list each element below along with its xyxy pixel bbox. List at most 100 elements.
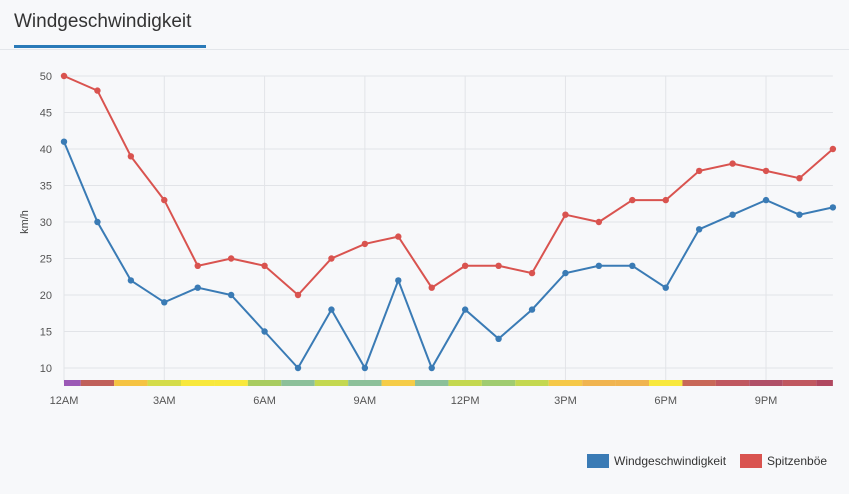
wind-band-segment — [147, 380, 182, 386]
wind-band-segment — [749, 380, 783, 386]
data-point — [127, 153, 135, 160]
x-tick-label: 6PM — [654, 395, 677, 407]
data-point — [762, 196, 770, 204]
wind-band-segment — [64, 380, 81, 386]
y-tick-label: 15 — [40, 327, 52, 339]
data-point — [796, 211, 803, 218]
data-point — [562, 269, 569, 277]
wind-band-segment — [682, 380, 716, 386]
legend-swatch — [740, 454, 762, 468]
data-point — [60, 138, 68, 145]
wind-band-segment — [582, 380, 616, 386]
data-point — [461, 262, 469, 269]
wind-band-segment — [816, 380, 833, 386]
data-point — [194, 262, 201, 269]
legend-item-gust[interactable]: Spitzenböe — [740, 454, 827, 468]
wind-band-segment — [80, 380, 115, 386]
y-axis-label: km/h — [19, 210, 31, 234]
wind-band-segment — [515, 380, 549, 386]
data-point — [662, 196, 669, 204]
data-point — [328, 255, 335, 262]
x-tick-label: 12PM — [451, 395, 480, 407]
y-tick-label: 45 — [40, 108, 52, 120]
page-title: Windgeschwindigkeit — [14, 11, 192, 32]
data-point — [528, 269, 536, 277]
x-tick-label: 9PM — [755, 395, 778, 407]
y-tick-label: 40 — [40, 144, 52, 156]
data-point — [461, 306, 469, 313]
series-line — [63, 141, 834, 371]
x-tick-label: 12AM — [50, 395, 79, 407]
data-point — [161, 299, 168, 306]
wind-band-segment — [381, 380, 416, 386]
y-tick-label: 10 — [40, 363, 52, 375]
y-tick-label: 20 — [40, 290, 52, 302]
wind-band-segment — [615, 380, 650, 386]
data-point — [361, 364, 369, 372]
series-line — [63, 75, 834, 297]
data-point — [94, 218, 101, 226]
data-point — [729, 211, 736, 218]
wind-band-segment — [281, 380, 315, 386]
data-point — [629, 196, 636, 204]
x-tick-label: 9AM — [354, 395, 377, 407]
wind-band-segment — [348, 380, 382, 386]
data-point — [294, 291, 302, 299]
data-point — [395, 277, 402, 284]
wind-band-segment — [415, 380, 449, 386]
data-point — [495, 335, 502, 342]
wind-band-segment — [181, 380, 215, 386]
wind-band-segment — [114, 380, 148, 386]
wind-band-segment — [649, 380, 683, 386]
data-point — [695, 167, 703, 175]
data-point — [361, 240, 369, 248]
data-point — [829, 145, 837, 153]
wind-band-segment — [314, 380, 349, 386]
data-point — [629, 262, 636, 269]
data-point — [762, 167, 770, 175]
data-point — [729, 160, 736, 167]
data-point — [194, 284, 201, 291]
data-point — [428, 364, 435, 372]
data-point — [60, 72, 68, 80]
x-tick-label: 3PM — [554, 395, 577, 407]
wind-band-segment — [481, 380, 516, 386]
wind-band-segment — [715, 380, 750, 386]
wind-band-segment — [247, 380, 282, 386]
legend-label: Windgeschwindigkeit — [614, 454, 727, 468]
data-point — [261, 328, 268, 335]
wind-band-segment — [548, 380, 583, 386]
y-tick-label: 25 — [40, 254, 52, 266]
x-tick-label: 6AM — [253, 395, 276, 407]
data-point — [595, 218, 603, 226]
legend-label: Spitzenböe — [767, 454, 828, 468]
y-tick-label: 50 — [40, 71, 52, 83]
data-point — [829, 204, 837, 211]
data-point — [161, 196, 168, 204]
data-point — [662, 284, 669, 291]
y-tick-label: 30 — [40, 217, 52, 229]
data-point — [796, 175, 803, 182]
title-underline — [14, 45, 206, 48]
legend-item-wind[interactable]: Windgeschwindigkeit — [587, 454, 726, 468]
wind-band-segment — [448, 380, 482, 386]
wind-band-segment — [214, 380, 248, 386]
data-point — [261, 262, 268, 269]
x-tick-label: 3AM — [153, 395, 176, 407]
data-point — [428, 284, 435, 291]
data-point — [294, 364, 302, 372]
wind-band-segment — [782, 380, 817, 386]
data-point — [528, 306, 536, 313]
data-point — [127, 277, 135, 284]
legend-swatch — [587, 454, 609, 468]
data-point — [495, 262, 502, 269]
data-point — [695, 226, 703, 233]
data-point — [328, 306, 335, 313]
data-point — [395, 233, 402, 240]
header: Windgeschwindigkeit — [0, 0, 849, 50]
data-point — [595, 262, 603, 269]
data-point — [227, 255, 235, 262]
data-point — [562, 211, 569, 218]
data-point — [94, 87, 101, 94]
